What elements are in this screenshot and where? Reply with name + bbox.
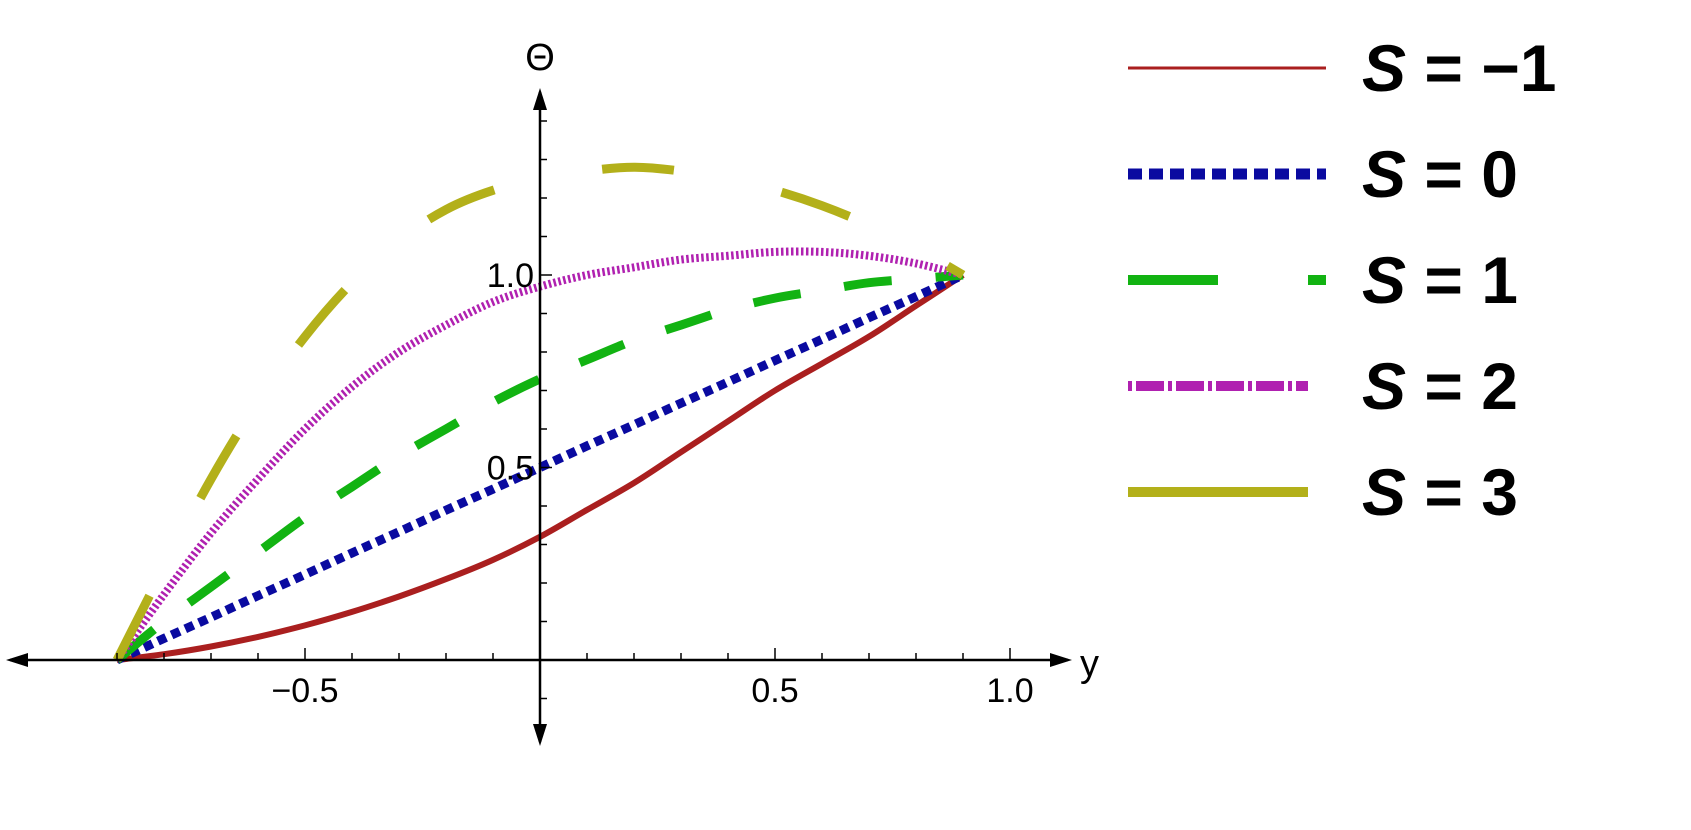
y-axis-label: Θ bbox=[525, 37, 555, 79]
y-axis-arrow-top bbox=[533, 88, 547, 110]
legend-label-0: S = −1 bbox=[1362, 31, 1557, 105]
x-axis-label: y bbox=[1080, 643, 1099, 685]
y-tick-label: 0.5 bbox=[487, 450, 534, 488]
axis-ticks bbox=[116, 120, 1011, 700]
x-tick-label: 0.5 bbox=[751, 672, 798, 710]
y-axis-arrow-bottom bbox=[533, 724, 547, 746]
y-tick-label: 1.0 bbox=[487, 257, 534, 295]
x-tick-label: −0.5 bbox=[271, 672, 338, 710]
legend: S = −1 S = 0 S = 1 S = 2 S = 3 bbox=[1128, 31, 1557, 529]
series-line-4 bbox=[112, 162, 966, 663]
x-axis-arrow-right bbox=[1050, 653, 1072, 667]
legend-label-2: S = 1 bbox=[1362, 243, 1518, 317]
legend-label-4: S = 3 bbox=[1362, 455, 1518, 529]
x-tick-label: 1.0 bbox=[986, 672, 1033, 710]
legend-label-1: S = 0 bbox=[1362, 137, 1518, 211]
series-line-1 bbox=[115, 270, 965, 665]
x-axis-arrow-left bbox=[6, 653, 28, 667]
tick-labels: −0.5 0.5 1.0 0.5 1.0 bbox=[271, 257, 1033, 710]
axes bbox=[6, 88, 1072, 746]
series-line-3 bbox=[113, 247, 964, 663]
legend-label-3: S = 2 bbox=[1362, 349, 1518, 423]
